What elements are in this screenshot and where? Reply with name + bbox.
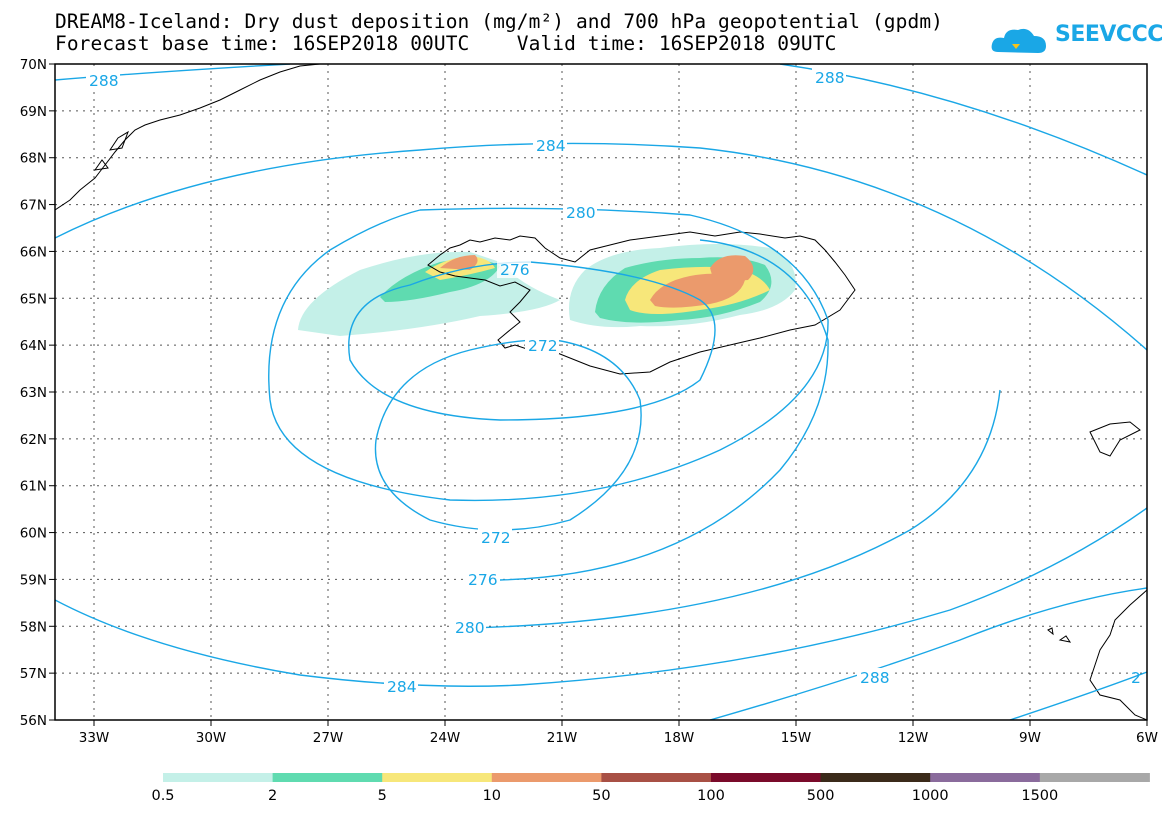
contour-284 xyxy=(55,142,1147,351)
contour-label: 288 xyxy=(860,669,890,687)
colorbar-swatch xyxy=(820,773,931,782)
contour-label: 280 xyxy=(566,204,596,222)
colorbar-label: 1500 xyxy=(1021,788,1058,804)
contour-288-north xyxy=(55,64,291,81)
contour-label: 272 xyxy=(528,337,558,355)
lat-tick-label: 61N xyxy=(20,479,47,495)
lon-tick-label: 30W xyxy=(196,730,227,746)
lat-tick-label: 68N xyxy=(20,151,47,167)
lat-tick-label: 59N xyxy=(20,572,47,588)
colorbar-label: 500 xyxy=(807,788,835,804)
colorbar-label: 1000 xyxy=(912,788,949,804)
dust-area-10-east xyxy=(650,273,745,308)
contour-label: 2 xyxy=(1131,669,1141,687)
colorbar-label: 5 xyxy=(378,788,387,804)
contour-280-south xyxy=(469,389,1001,629)
lon-tick-label: 18W xyxy=(664,730,695,746)
contour-label: 276 xyxy=(500,261,530,279)
contour-276-south xyxy=(499,239,829,581)
contour-label: 280 xyxy=(455,619,485,637)
geopotential-contours xyxy=(55,64,1147,720)
contour-label: 276 xyxy=(468,571,498,589)
map-title: DREAM8-Iceland: Dry dust deposition (mg/… xyxy=(55,10,943,33)
colorbar-label: 100 xyxy=(697,788,725,804)
lat-tick-label: 64N xyxy=(20,338,47,354)
lat-tick-label: 63N xyxy=(20,385,47,401)
contour-280 xyxy=(268,207,829,502)
seevccc-logo-cloud-icon xyxy=(991,28,1046,53)
lon-tick-label: 9W xyxy=(1019,730,1041,746)
contour-label: 288 xyxy=(815,69,845,87)
lat-tick-label: 58N xyxy=(20,619,47,635)
longitude-labels: 33W 30W 27W 24W 21W 18W 15W 12W 9W 6W xyxy=(79,730,1158,746)
contour-288-south xyxy=(709,587,1147,720)
lat-tick-label: 70N xyxy=(20,57,47,73)
contour-label: 288 xyxy=(89,72,119,90)
contour-284-south xyxy=(55,507,1147,687)
colorbar-swatch xyxy=(382,773,493,782)
lat-tick-label: 66N xyxy=(20,244,47,260)
contour-276 xyxy=(348,261,716,421)
colorbar-label: 50 xyxy=(592,788,610,804)
axis-ticks xyxy=(49,63,1148,726)
lon-tick-label: 21W xyxy=(547,730,578,746)
map-subtitle: Forecast base time: 16SEP2018 00UTC Vali… xyxy=(55,32,837,55)
colorbar-swatch xyxy=(1039,773,1150,782)
lon-tick-label: 27W xyxy=(313,730,344,746)
contour-288-southeast xyxy=(1009,671,1147,720)
contour-label-group: 288 288 284 280 276 272 272 276 280 284 … xyxy=(86,68,1141,696)
colorbar-label: 10 xyxy=(483,788,501,804)
dust-area-10 xyxy=(440,255,478,270)
lon-tick-label: 6W xyxy=(1136,730,1158,746)
colorbar-swatch xyxy=(930,773,1041,782)
lat-tick-label: 67N xyxy=(20,198,47,214)
colorbar-swatch xyxy=(711,773,822,782)
dust-deposition-field xyxy=(298,244,796,336)
lat-tick-label: 65N xyxy=(20,291,47,307)
lon-tick-label: 33W xyxy=(79,730,110,746)
colorbar: 0.5 2 5 10 50 100 500 1000 1500 xyxy=(151,773,1150,804)
lon-tick-label: 24W xyxy=(430,730,461,746)
lon-tick-label: 12W xyxy=(898,730,929,746)
colorbar-swatch xyxy=(491,773,602,782)
colorbar-label: 2 xyxy=(268,788,277,804)
colorbar-swatch xyxy=(272,773,383,782)
lat-tick-label: 69N xyxy=(20,104,47,120)
lon-tick-label: 15W xyxy=(781,730,812,746)
contour-272 xyxy=(374,339,642,531)
dust-area-10-north xyxy=(710,255,754,281)
colorbar-swatch xyxy=(163,773,274,782)
latitude-labels: 70N 69N 68N 67N 66N 65N 64N 63N 62N 61N 60N 59N 58N 5… xyxy=(20,57,47,729)
seevccc-logo-text: SEEVCCC xyxy=(1055,22,1163,47)
lat-tick-label: 62N xyxy=(20,432,47,448)
colorbar-swatch xyxy=(601,773,712,782)
lat-tick-label: 56N xyxy=(20,713,47,729)
contour-label: 284 xyxy=(536,137,566,155)
lat-tick-label: 60N xyxy=(20,526,47,542)
coastlines xyxy=(55,64,1147,720)
colorbar-label: 0.5 xyxy=(151,788,174,804)
graticule-grid xyxy=(55,64,1147,720)
contour-label: 272 xyxy=(481,529,511,547)
lat-tick-label: 57N xyxy=(20,666,47,682)
contour-label: 284 xyxy=(387,678,417,696)
